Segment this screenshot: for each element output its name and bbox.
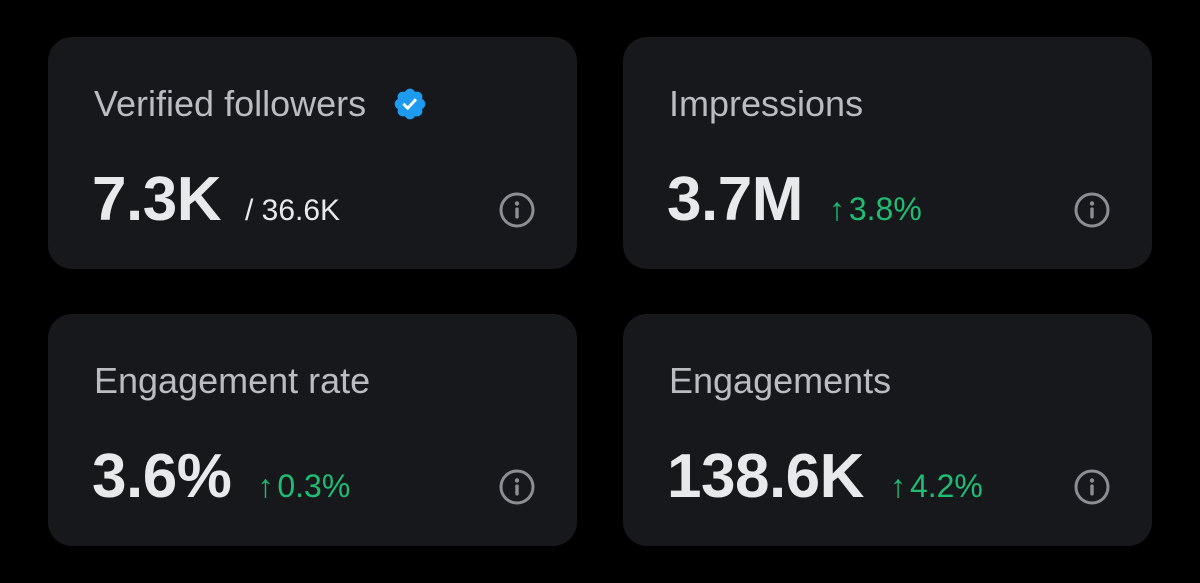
card-title: Engagements bbox=[669, 360, 891, 402]
stat-card-engagements: Engagements 138.6K ↑ 4.2% bbox=[623, 314, 1152, 546]
value-row: 3.7M ↑ 3.8% bbox=[667, 165, 922, 235]
change-value: 4.2% bbox=[909, 468, 983, 504]
stat-card-verified-followers: Verified followers 7.3K / 36.6K bbox=[48, 37, 577, 269]
arrow-up-icon: ↑ bbox=[828, 191, 845, 227]
card-title: Engagement rate bbox=[94, 360, 370, 402]
card-title-label: Engagements bbox=[669, 360, 892, 401]
info-icon[interactable] bbox=[1073, 468, 1111, 506]
stat-value: 3.6% bbox=[92, 442, 232, 511]
card-title-label: Impressions bbox=[669, 83, 864, 124]
card-title-label: Verified followers bbox=[94, 83, 367, 124]
stat-total: / 36.6K bbox=[244, 194, 341, 227]
change-indicator: ↑ 0.3% bbox=[257, 468, 350, 505]
change-indicator: ↑ 3.8% bbox=[829, 191, 922, 228]
stat-value: 3.7M bbox=[667, 165, 803, 234]
change-value: 0.3% bbox=[277, 468, 351, 504]
value-row: 3.6% ↑ 0.3% bbox=[92, 442, 350, 512]
card-title: Impressions bbox=[669, 83, 863, 125]
info-icon[interactable] bbox=[1073, 191, 1111, 229]
value-row: 138.6K ↑ 4.2% bbox=[667, 442, 983, 512]
arrow-up-icon: ↑ bbox=[889, 468, 906, 504]
stat-value: 7.3K bbox=[92, 165, 221, 234]
card-title-label: Engagement rate bbox=[94, 360, 371, 401]
stat-card-engagement-rate: Engagement rate 3.6% ↑ 0.3% bbox=[48, 314, 577, 546]
arrow-up-icon: ↑ bbox=[257, 468, 274, 504]
card-title: Verified followers bbox=[94, 83, 428, 125]
change-indicator: ↑ 4.2% bbox=[890, 468, 983, 505]
stat-value: 138.6K bbox=[667, 442, 864, 511]
stat-card-impressions: Impressions 3.7M ↑ 3.8% bbox=[623, 37, 1152, 269]
verified-badge-icon bbox=[392, 86, 428, 122]
info-icon[interactable] bbox=[498, 468, 536, 506]
value-row: 7.3K / 36.6K bbox=[92, 165, 340, 235]
change-value: 3.8% bbox=[848, 191, 922, 227]
info-icon[interactable] bbox=[498, 191, 536, 229]
